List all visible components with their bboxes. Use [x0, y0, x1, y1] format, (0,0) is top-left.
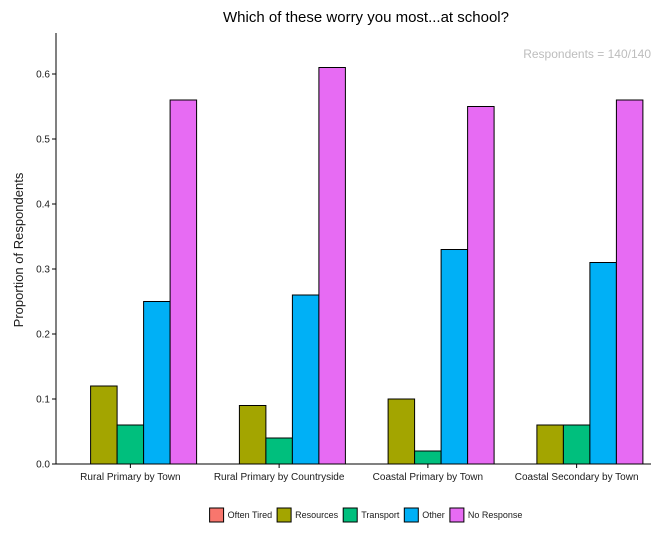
- x-tick-label: Rural Primary by Countryside: [214, 472, 345, 483]
- legend-swatch-other: [403, 507, 419, 523]
- x-ticks: Rural Primary by Town Rural Primary by Co…: [80, 464, 639, 483]
- bar-other-coastal-secondary-by-town: [589, 262, 617, 465]
- legend-label-other: Other: [422, 510, 445, 520]
- y-ticks: 0.0 0.1 0.2 0.3 0.4 0.5 0.6: [36, 70, 56, 471]
- bar-no-response-coastal-primary-by-town: [467, 106, 495, 465]
- bar-resources-coastal-primary-by-town: [387, 398, 416, 465]
- bar-resources-rural-primary-by-town: [90, 385, 118, 465]
- legend-swatch-resources: [276, 507, 292, 523]
- y-tick-label: 0.5: [36, 135, 50, 146]
- legend-label-transport: Transport: [361, 510, 400, 520]
- y-tick-label: 0.0: [36, 460, 50, 471]
- legend-label-often-tired: Often Tired: [228, 510, 273, 520]
- y-tick-label: 0.1: [36, 395, 50, 406]
- x-tick-label: Coastal Secondary by Town: [515, 472, 639, 483]
- bar-transport-rural-primary-by-countryside: [265, 437, 293, 465]
- bar-resources-coastal-secondary-by-town: [536, 424, 564, 465]
- bar-no-response-coastal-secondary-by-town: [615, 99, 644, 465]
- x-tick-label: Coastal Primary by Town: [373, 472, 483, 483]
- y-axis-label: Proportion of Respondents: [11, 172, 26, 327]
- respondents-annotation: Respondents = 140/140: [523, 47, 651, 61]
- bars: [90, 67, 644, 465]
- legend-swatch-transport: [342, 507, 358, 523]
- bar-transport-rural-primary-by-town: [116, 424, 145, 465]
- bar-transport-coastal-primary-by-town: [414, 450, 442, 465]
- y-tick-label: 0.2: [36, 330, 50, 341]
- legend-label-resources: Resources: [295, 510, 339, 520]
- x-tick-label: Rural Primary by Town: [80, 472, 180, 483]
- bar-other-rural-primary-by-town: [143, 301, 171, 465]
- legend-label-no-response: No Response: [468, 510, 523, 520]
- bar-no-response-rural-primary-by-town: [169, 99, 198, 465]
- bar-other-rural-primary-by-countryside: [291, 294, 320, 465]
- bar-no-response-rural-primary-by-countryside: [318, 67, 346, 465]
- legend: Often Tired Resources Transport Other No Res…: [209, 507, 523, 523]
- y-tick-label: 0.6: [36, 70, 50, 81]
- y-tick-label: 0.3: [36, 265, 50, 276]
- y-tick-label: 0.4: [36, 200, 50, 211]
- bar-transport-coastal-secondary-by-town: [562, 424, 591, 465]
- bar-other-coastal-primary-by-town: [440, 249, 469, 465]
- bar-resources-rural-primary-by-countryside: [238, 405, 267, 465]
- chart-title: Which of these worry you most...at schoo…: [223, 9, 509, 26]
- legend-swatch-often-tired: [209, 507, 225, 523]
- legend-swatch-no-response: [449, 507, 465, 523]
